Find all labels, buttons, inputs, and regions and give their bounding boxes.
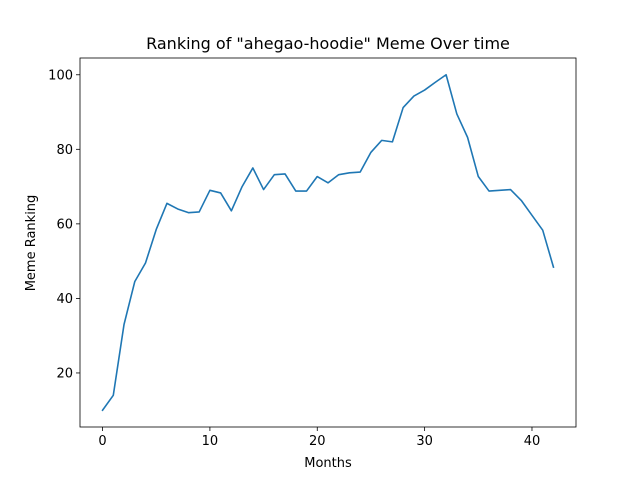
plot-area: 0 10 20 30 40 20 40 60 80 100 [48, 57, 577, 449]
data-point [338, 174, 340, 176]
data-point [542, 229, 544, 231]
data-point [553, 266, 555, 268]
data-point [359, 171, 361, 173]
data-point [102, 409, 104, 411]
data-point [456, 113, 458, 115]
data-point [263, 189, 265, 191]
data-point [306, 190, 308, 192]
data-point [381, 140, 383, 142]
data-point [478, 176, 480, 178]
data-point [520, 200, 522, 202]
data-point [467, 137, 469, 139]
data-point [188, 212, 190, 214]
data-point [413, 95, 415, 97]
data-point [499, 190, 501, 192]
data-point [231, 210, 233, 212]
data-point [166, 203, 168, 205]
x-tick-label: 10 [202, 434, 219, 449]
data-point [241, 186, 243, 188]
data-point [112, 395, 114, 397]
x-tick-label: 20 [309, 434, 326, 449]
data-point [327, 182, 329, 184]
data-point [392, 141, 394, 143]
x-tick-label: 30 [416, 434, 433, 449]
y-tick-label: 40 [56, 292, 73, 307]
data-point [123, 324, 125, 326]
data-point [284, 173, 286, 175]
data-point [510, 189, 512, 191]
data-point [198, 211, 200, 213]
series-line [101, 73, 555, 412]
data-point [445, 74, 447, 76]
y-axis-label: Meme Ranking [24, 195, 39, 292]
data-point [145, 262, 147, 264]
data-point [316, 176, 318, 178]
y-tick-label: 80 [56, 143, 73, 158]
data-point [155, 229, 157, 231]
data-point [252, 167, 254, 169]
axes-frame [79, 57, 577, 428]
chart-title: Ranking of "ahegao-hoodie" Meme Over tim… [146, 34, 510, 53]
data-point [274, 174, 276, 176]
data-point [424, 89, 426, 91]
y-tick-label: 60 [56, 217, 73, 232]
data-point [402, 107, 404, 109]
x-axis-label: Months [304, 456, 352, 471]
data-point [370, 152, 372, 154]
data-point [177, 208, 179, 210]
y-tick-label: 20 [56, 366, 73, 381]
y-tick-label: 100 [48, 68, 73, 83]
x-tick-label: 0 [98, 434, 106, 449]
data-point [488, 190, 490, 192]
data-point [435, 81, 437, 83]
data-point [220, 192, 222, 194]
data-point [349, 172, 351, 174]
data-point [209, 190, 211, 192]
data-point [295, 190, 297, 192]
data-point [531, 214, 533, 216]
x-tick-label: 40 [524, 434, 541, 449]
data-point [134, 281, 136, 283]
